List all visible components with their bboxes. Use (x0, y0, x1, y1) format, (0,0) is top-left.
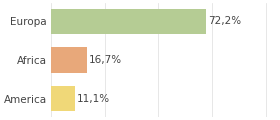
Text: 16,7%: 16,7% (89, 55, 122, 65)
Bar (51, 47, 87, 73)
Bar (51, 86, 75, 111)
Text: 72,2%: 72,2% (208, 16, 241, 26)
Text: 11,1%: 11,1% (77, 94, 110, 104)
Bar (51, 9, 206, 34)
